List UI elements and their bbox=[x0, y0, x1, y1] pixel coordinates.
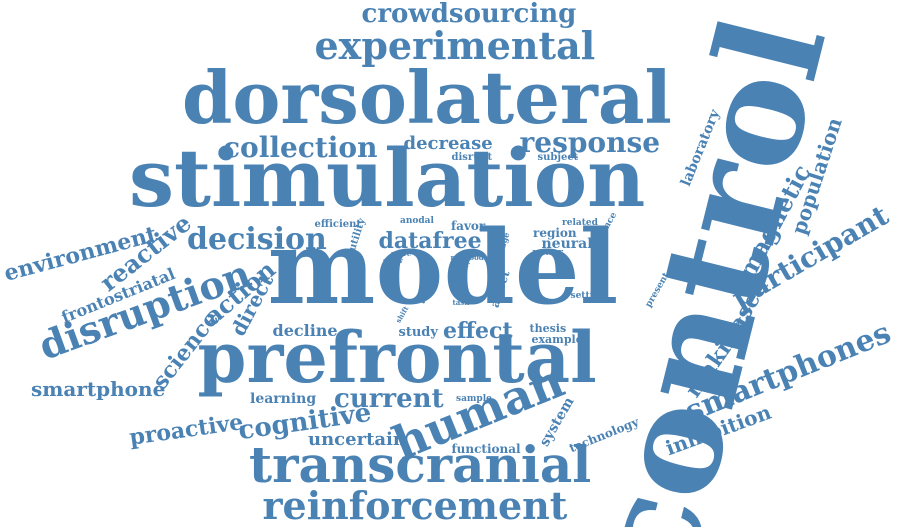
word-example: example bbox=[531, 332, 583, 346]
word-response: response bbox=[519, 126, 661, 159]
word-efficient: efficient bbox=[314, 219, 362, 230]
word-smartphone: smartphone bbox=[31, 377, 166, 401]
word-favor: favor bbox=[451, 219, 486, 233]
word-decline: decline bbox=[272, 321, 338, 340]
word-user: user bbox=[452, 259, 470, 269]
word-dorsolateral: dorsolateral bbox=[182, 55, 672, 140]
word-anodal: anodal bbox=[400, 215, 434, 226]
word-prefrontal: prefrontal bbox=[197, 316, 597, 399]
word-proactive: proactive bbox=[127, 409, 245, 451]
word-functional: functional bbox=[451, 442, 521, 456]
word-more: more bbox=[391, 248, 412, 258]
word-model: model bbox=[267, 208, 619, 328]
word-setting: setting bbox=[570, 290, 606, 301]
word-power: power bbox=[532, 247, 564, 258]
word-subject: subject bbox=[537, 152, 579, 163]
word-crowdsourcing: crowdsourcing bbox=[361, 0, 577, 29]
word-experimental: experimental bbox=[314, 23, 596, 68]
word-current: current bbox=[334, 384, 444, 414]
word-region: region bbox=[533, 226, 577, 240]
word-collection: collection bbox=[223, 131, 378, 164]
word-datafree: datafree bbox=[378, 228, 482, 254]
word-stimulation: stimulation bbox=[129, 131, 646, 225]
word-decrease: decrease bbox=[403, 133, 493, 154]
word-transcranial: transcranial bbox=[249, 435, 592, 494]
word-related: related bbox=[562, 217, 598, 228]
word-reinforcement: reinforcement bbox=[262, 483, 568, 527]
word-effect: effect bbox=[443, 318, 513, 344]
word-decision: decision bbox=[187, 222, 327, 257]
word-uncertain: uncertain bbox=[308, 429, 406, 450]
word-thesis: thesis bbox=[529, 321, 567, 335]
word-show: show bbox=[383, 255, 403, 265]
word-neural: neural bbox=[541, 236, 593, 252]
word-good: good bbox=[464, 252, 484, 262]
word-learning: learning bbox=[250, 391, 317, 407]
word-disrupt: disrupt bbox=[451, 152, 493, 163]
word-rest: rest bbox=[450, 252, 466, 262]
word-task: task bbox=[452, 297, 470, 307]
word-sample: sample bbox=[456, 393, 492, 404]
word-study: study bbox=[398, 324, 438, 340]
